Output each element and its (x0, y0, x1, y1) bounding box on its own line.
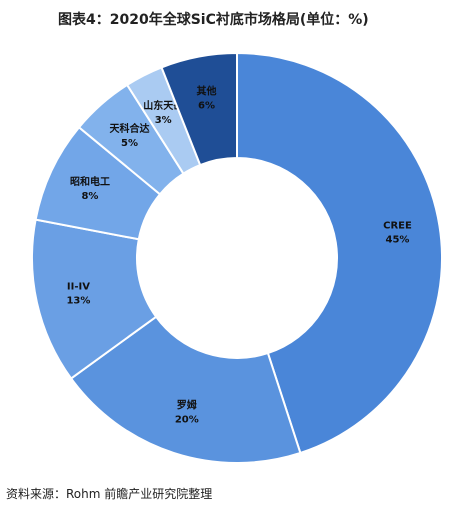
value-label: 20% (175, 415, 199, 426)
value-label: 6% (198, 100, 215, 111)
slice-label: CREE (383, 221, 412, 232)
slice-label: 罗姆 (177, 399, 197, 412)
source: 资料来源：Rohm 前瞻产业研究院整理 (6, 486, 212, 501)
slice (236, 51, 443, 455)
value-label: 8% (81, 191, 98, 202)
value-label: 13% (66, 295, 90, 306)
slice-label: II-IV (67, 281, 90, 292)
value-label: 45% (386, 235, 410, 246)
slice-label: 天科合达 (110, 122, 150, 135)
value-label: 3% (155, 115, 172, 126)
slice (31, 218, 158, 380)
slice-label: 昭和电工 (70, 175, 110, 188)
slice (160, 51, 238, 167)
slice-label: 山东天岳 (143, 99, 183, 112)
value-label: 5% (121, 138, 138, 149)
slice-label: 其他 (197, 84, 217, 97)
slice (69, 315, 302, 464)
chart-title: 图表4：2020年全球SiC衬底市场格局(单位：%) (58, 11, 369, 28)
